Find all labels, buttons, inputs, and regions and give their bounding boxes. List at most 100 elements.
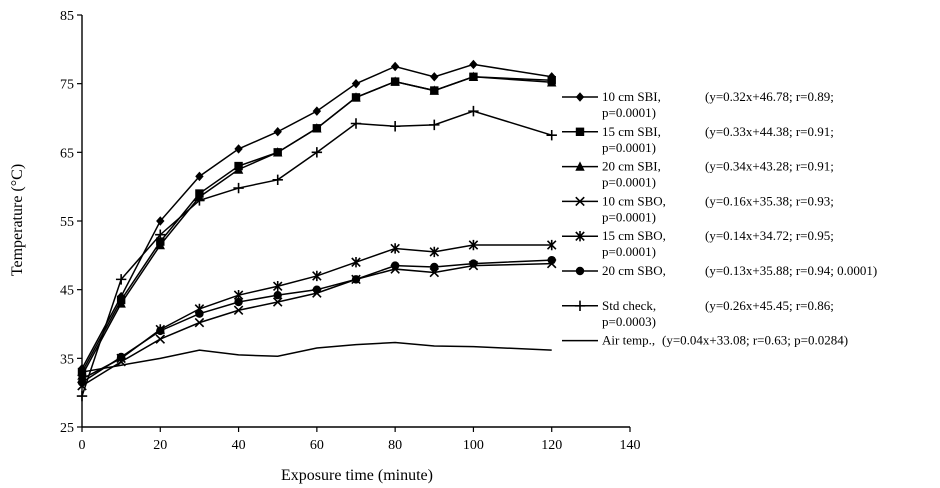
legend-item: 10 cm SBO, (y=0.16x+35.38; r=0.93; p=0.000… <box>562 193 834 224</box>
data-point <box>468 71 479 81</box>
series-line <box>81 76 552 376</box>
data-point <box>547 255 556 265</box>
y-axis-title: Temperature (°C) <box>9 164 26 276</box>
data-point <box>429 246 440 258</box>
data-point <box>575 231 585 242</box>
legend: 10 cm SBI, (y=0.32x+46.78; r=0.89; p=0.000… <box>562 89 877 348</box>
legend-equation: (y=0.32x+46.78; r=0.89; <box>705 89 834 104</box>
series-line <box>81 259 552 383</box>
legend-equation-cont: p=0.0001) <box>602 105 656 120</box>
series-line <box>81 244 552 380</box>
y-tick-label: 65 <box>60 146 74 161</box>
series-6 <box>76 105 557 402</box>
data-point <box>194 195 205 206</box>
series-2 <box>77 71 557 380</box>
data-point <box>430 72 439 82</box>
data-point <box>194 317 205 328</box>
data-point <box>116 298 126 308</box>
legend-item: 20 cm SBO, (y=0.13x+35.88; r=0.94; 0.0001… <box>562 263 877 278</box>
data-point <box>77 378 87 387</box>
data-point <box>350 118 362 129</box>
legend-equation: (y=0.16x+35.38; r=0.93; <box>705 193 834 208</box>
data-point <box>575 161 585 171</box>
x-axis-title: Exposure time (minute) <box>281 467 433 484</box>
legend-label: 10 cm SBI, <box>602 89 661 104</box>
data-point <box>546 129 557 141</box>
x-tick-label: 140 <box>620 438 641 453</box>
legend-item: 15 cm SBO, (y=0.14x+34.72; r=0.95; p=0.000… <box>562 228 834 259</box>
legend-equation-cont: p=0.0001) <box>602 175 656 190</box>
legend-label: Air temp., <box>602 333 655 348</box>
data-point <box>351 92 361 102</box>
legend-label: 20 cm SBI, <box>602 159 661 174</box>
data-point <box>351 275 361 284</box>
legend-label: 20 cm SBO, <box>602 263 666 278</box>
legend-equation: (y=0.04x+33.08; r=0.63; p=0.0284) <box>662 333 848 348</box>
legend-equation-cont: p=0.0001) <box>602 209 656 224</box>
legend-equation: (y=0.34x+43.28; r=0.91; <box>705 159 834 174</box>
legend-item: 20 cm SBI, (y=0.34x+43.28; r=0.91; p=0.000… <box>562 159 834 190</box>
data-point <box>312 123 322 133</box>
series-line <box>81 341 552 373</box>
legend-equation-cont: p=0.0003) <box>602 314 656 329</box>
data-point <box>575 266 585 276</box>
data-point <box>575 92 585 102</box>
series-lines <box>76 59 557 402</box>
legend-item: 15 cm SBI, (y=0.33x+44.38; r=0.91; p=0.000… <box>562 124 834 155</box>
data-point <box>234 144 243 154</box>
data-point <box>195 171 204 182</box>
data-point <box>273 147 283 157</box>
data-point <box>156 326 165 336</box>
data-point <box>273 290 282 300</box>
y-tick-label: 85 <box>60 9 74 24</box>
data-point <box>311 147 323 158</box>
data-point <box>234 297 243 307</box>
data-point <box>390 76 400 86</box>
legend-equation-cont: p=0.0001) <box>602 244 656 259</box>
data-point <box>233 182 244 194</box>
data-point <box>155 334 166 344</box>
data-point <box>312 106 322 116</box>
data-point <box>272 281 283 292</box>
data-point <box>468 239 479 251</box>
data-point <box>312 285 322 294</box>
data-point <box>429 85 439 95</box>
y-tick-label: 25 <box>60 421 74 436</box>
legend-item: Std check, (y=0.26x+45.45; r=0.86; p=0.000… <box>562 298 834 329</box>
axes <box>77 14 631 432</box>
tick-labels: 25 35 45 55 65 75 85 0 20 40 60 80 100 120 140 <box>60 9 641 453</box>
data-point <box>272 174 283 185</box>
series-line <box>81 63 552 369</box>
data-point <box>115 274 127 285</box>
data-point <box>272 297 283 307</box>
data-point <box>546 239 557 251</box>
data-point <box>116 352 126 362</box>
legend-label: 15 cm SBI, <box>602 124 661 139</box>
y-tick-label: 35 <box>60 352 74 367</box>
data-point <box>233 164 244 174</box>
data-point <box>390 243 400 254</box>
series-line <box>81 262 552 387</box>
data-point <box>76 390 88 402</box>
data-point <box>547 77 557 87</box>
data-point <box>469 59 478 70</box>
series-5 <box>77 255 556 387</box>
legend-equation-cont: p=0.0001) <box>602 140 656 155</box>
x-tick-label: 40 <box>232 438 246 453</box>
series-0 <box>77 59 556 374</box>
x-tick-label: 60 <box>310 438 324 453</box>
data-point <box>273 127 282 137</box>
data-point <box>155 239 165 250</box>
legend-label: 10 cm SBO, <box>602 193 666 208</box>
data-point <box>575 127 585 136</box>
data-point <box>390 61 400 72</box>
legend-equation: (y=0.14x+34.72; r=0.95; <box>705 228 834 243</box>
data-point <box>312 270 322 282</box>
data-point <box>468 105 479 117</box>
legend-label: Std check, <box>602 298 656 313</box>
y-tick-label: 45 <box>60 284 74 299</box>
x-tick-label: 80 <box>388 438 402 453</box>
legend-item: 10 cm SBI, (y=0.32x+46.78; r=0.89; p=0.000… <box>562 89 834 120</box>
x-tick-label: 20 <box>153 438 167 453</box>
